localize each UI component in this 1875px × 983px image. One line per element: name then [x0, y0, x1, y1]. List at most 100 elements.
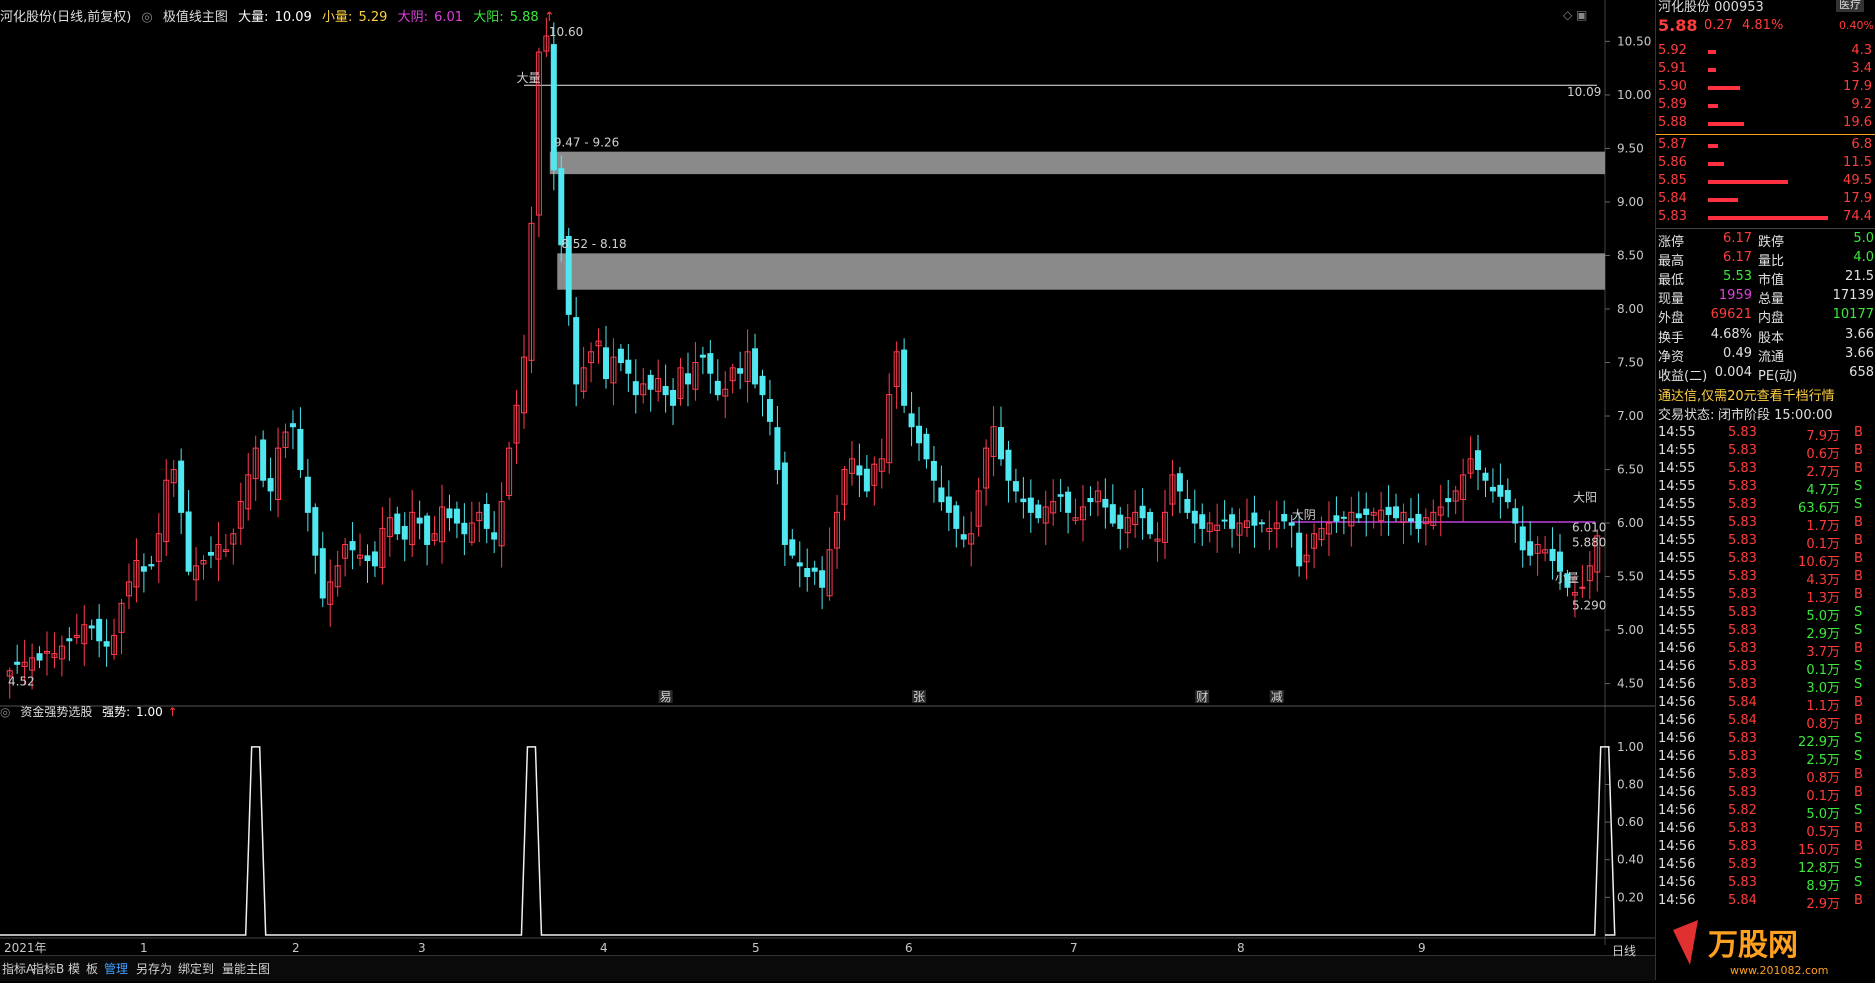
- bid-row[interactable]: 5.86 11.5: [1656, 155, 1875, 173]
- tick-row[interactable]: 14:55 5.83 4.3万 B: [1656, 569, 1875, 588]
- candle: [602, 325, 609, 389]
- bottom-tab[interactable]: 绑定到: [178, 962, 215, 976]
- stat-row[interactable]: 外盘 69621 内盘 10177: [1656, 307, 1875, 326]
- bottom-tab[interactable]: 量能主图: [222, 962, 271, 976]
- candle: [349, 522, 356, 570]
- tick-row[interactable]: 14:56 5.83 0.5万 B: [1656, 821, 1875, 840]
- promo-text[interactable]: 通达信,仅需20元查看千档行情: [1658, 389, 1835, 404]
- price-tick-label: 4.50: [1617, 677, 1644, 691]
- tick-row[interactable]: 14:55 5.83 2.7万 B: [1656, 461, 1875, 480]
- tick-row[interactable]: 14:55 5.83 2.9万 S: [1656, 623, 1875, 642]
- stat-row[interactable]: 最高 6.17 量比 4.0: [1656, 250, 1875, 269]
- tick-side: B: [1854, 425, 1863, 440]
- bottom-tab[interactable]: 模: [68, 962, 81, 976]
- candle: [148, 556, 155, 570]
- period-label[interactable]: 日线: [1612, 944, 1637, 958]
- stat-row[interactable]: 最低 5.53 市值 21.5: [1656, 269, 1875, 288]
- tick-side: S: [1854, 875, 1863, 890]
- candle-body: [453, 508, 460, 524]
- candle-body: [1266, 527, 1273, 533]
- event-marker-box: [1195, 690, 1210, 703]
- tick-row[interactable]: 14:56 5.84 2.9万 B: [1656, 893, 1875, 912]
- book-separator: [1656, 134, 1875, 135]
- bottom-tab[interactable]: 指标B: [32, 962, 65, 976]
- ask-row[interactable]: 5.88 19.6: [1656, 115, 1875, 133]
- candle: [1378, 491, 1385, 537]
- tick-row[interactable]: 14:56 5.83 2.5万 S: [1656, 749, 1875, 768]
- tick-row[interactable]: 14:56 5.83 8.9万 S: [1656, 875, 1875, 894]
- tick-row[interactable]: 14:56 5.83 0.8万 B: [1656, 767, 1875, 786]
- stat-value-2: 4.0: [1853, 250, 1874, 265]
- tick-row[interactable]: 14:56 5.83 22.9万 S: [1656, 731, 1875, 750]
- tick-row[interactable]: 14:56 5.83 0.1万 S: [1656, 659, 1875, 678]
- candle: [1355, 491, 1362, 523]
- bottom-tab[interactable]: 管理: [104, 962, 129, 976]
- kline-chart-svg[interactable]: 10.50 10.00 9.50 9.00 8.50 8.00 7.50 7.00 6.50 6.…: [0, 0, 1655, 955]
- stock-name-label: 河化股份(日线,前复权): [0, 10, 132, 25]
- candle-body: [677, 367, 684, 399]
- ask-row[interactable]: 5.92 4.3: [1656, 43, 1875, 61]
- candle-body: [125, 581, 132, 597]
- bottom-tab[interactable]: 指标A: [2, 962, 35, 976]
- sector-tag[interactable]: 医疗: [1836, 0, 1864, 12]
- stat2-row[interactable]: 换手 4.68% 股本 3.66: [1656, 327, 1875, 346]
- tick-row[interactable]: 14:56 5.84 0.8万 B: [1656, 713, 1875, 732]
- bid-row[interactable]: 5.87 6.8: [1656, 137, 1875, 155]
- stat2-row[interactable]: 净资 0.49 流通 3.66: [1656, 346, 1875, 365]
- tick-time: 14:56: [1658, 713, 1696, 728]
- stat-label-2: 市值: [1758, 273, 1785, 288]
- bottom-tab[interactable]: 板: [86, 962, 99, 976]
- bid-row[interactable]: 5.83 74.4: [1656, 209, 1875, 227]
- candle-body: [342, 543, 349, 559]
- tick-side: B: [1854, 569, 1863, 584]
- tick-time: 14:55: [1658, 605, 1696, 620]
- ask-row[interactable]: 5.91 3.4: [1656, 61, 1875, 79]
- tick-row[interactable]: 14:55 5.83 63.6万 S: [1656, 497, 1875, 516]
- tick-row[interactable]: 14:56 5.82 5.0万 S: [1656, 803, 1875, 822]
- sub-up-arrow-icon: ↑: [167, 705, 178, 719]
- chart-settings-icon[interactable]: ◇ ▣: [1563, 8, 1588, 22]
- tick-row[interactable]: 14:55 5.83 5.0万 S: [1656, 605, 1875, 624]
- candle-body: [804, 567, 811, 578]
- indicator-name[interactable]: 极值线主图: [162, 10, 228, 25]
- indicator-toggle-icon[interactable]: ◎: [141, 10, 153, 25]
- tick-row[interactable]: 14:56 5.83 3.0万 S: [1656, 677, 1875, 696]
- stat2-row[interactable]: 收益(二) 0.004 PE(动) 658: [1656, 365, 1875, 384]
- big-yang-value: 5.88: [509, 10, 539, 25]
- candle-body: [237, 501, 244, 529]
- stat-row[interactable]: 涨停 6.17 跌停 5.0: [1656, 231, 1875, 250]
- tick-row[interactable]: 14:56 5.83 15.0万 B: [1656, 839, 1875, 858]
- tick-row[interactable]: 14:56 5.84 1.1万 B: [1656, 695, 1875, 714]
- tick-row[interactable]: 14:55 5.83 1.7万 B: [1656, 515, 1875, 534]
- tick-row[interactable]: 14:55 5.83 10.6万 B: [1656, 551, 1875, 570]
- kline-chart-area[interactable]: 10.50 10.00 9.50 9.00 8.50 8.00 7.50 7.00 6.50 6.…: [0, 0, 1655, 955]
- candle-body: [401, 526, 408, 540]
- bottom-tab[interactable]: 另存为: [136, 962, 173, 976]
- candle-body: [1527, 541, 1534, 556]
- tick-row[interactable]: 14:56 5.83 12.8万 S: [1656, 857, 1875, 876]
- candle: [1534, 536, 1541, 576]
- bid-row[interactable]: 5.85 49.5: [1656, 173, 1875, 191]
- ask-row[interactable]: 5.89 9.2: [1656, 97, 1875, 115]
- tick-row[interactable]: 14:55 5.83 1.3万 B: [1656, 587, 1875, 606]
- sub-indicator-toggle-icon[interactable]: ◎: [0, 705, 11, 719]
- bid-row[interactable]: 5.84 17.9: [1656, 191, 1875, 209]
- ask-row[interactable]: 5.90 17.9: [1656, 79, 1875, 97]
- candle: [1557, 534, 1564, 590]
- tick-volume: 4.3万: [1806, 573, 1840, 588]
- tick-row[interactable]: 14:56 5.83 3.7万 B: [1656, 641, 1875, 660]
- promo-row[interactable]: 通达信,仅需20元查看千档行情: [1656, 385, 1875, 404]
- sub-indicator-name[interactable]: 资金强势选股: [20, 705, 93, 719]
- tick-row[interactable]: 14:55 5.83 0.6万 B: [1656, 443, 1875, 462]
- stat-row[interactable]: 现量 1959 总量 17139: [1656, 288, 1875, 307]
- candle-body: [1139, 505, 1146, 519]
- tick-row[interactable]: 14:55 5.83 7.9万 B: [1656, 425, 1875, 444]
- candle: [841, 466, 848, 521]
- tick-row[interactable]: 14:55 5.83 4.7万 S: [1656, 479, 1875, 498]
- candle: [1512, 498, 1519, 543]
- candle-body: [737, 368, 744, 374]
- candle: [155, 513, 162, 583]
- tick-row[interactable]: 14:56 5.83 0.1万 B: [1656, 785, 1875, 804]
- tick-row[interactable]: 14:55 5.83 0.1万 B: [1656, 533, 1875, 552]
- candle: [1161, 489, 1168, 559]
